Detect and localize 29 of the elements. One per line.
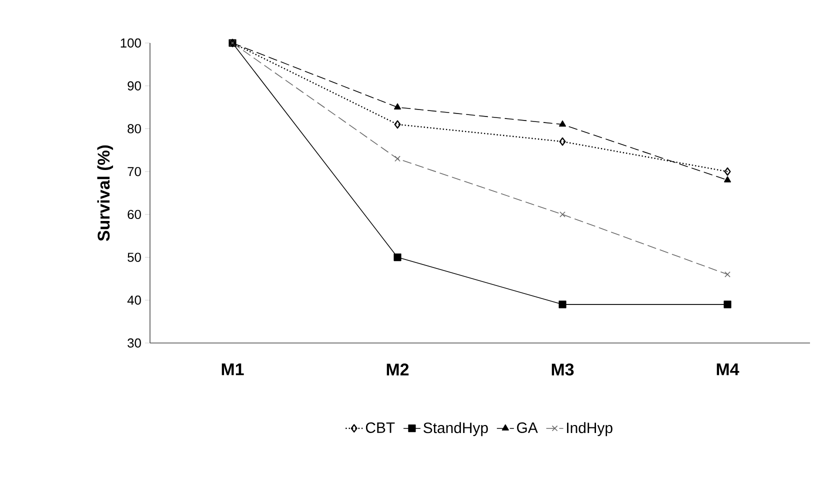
y-tick-label: 60 — [128, 210, 141, 220]
y-tick-label: 70 — [128, 166, 141, 176]
y-tick-label: 40 — [127, 296, 141, 305]
x-tick-label: M2 — [386, 364, 409, 376]
point — [394, 254, 402, 262]
y-tick-label: 100 — [120, 38, 141, 48]
y-tick-label: 90 — [128, 81, 141, 90]
point — [558, 300, 566, 308]
point — [724, 167, 731, 176]
point — [559, 120, 566, 127]
point — [724, 176, 732, 182]
point — [724, 300, 732, 308]
x-tick-label: M4 — [716, 364, 740, 376]
legend-label: StandHyp — [424, 422, 488, 436]
x-tick-label: M1 — [222, 364, 244, 376]
x-tick-label: M3 — [552, 364, 574, 376]
point — [394, 103, 402, 110]
point — [560, 211, 566, 218]
y-tick-label: 30 — [128, 338, 141, 348]
y-axis-title: Survival (%) — [97, 145, 114, 241]
legend-label: GA — [517, 422, 538, 433]
legend-label: CBT — [366, 422, 395, 433]
point — [394, 156, 400, 162]
legend-label: IndHyp — [567, 422, 612, 436]
point — [394, 120, 401, 129]
point — [559, 137, 566, 146]
y-tick-label: 50 — [128, 252, 141, 262]
point — [724, 271, 730, 278]
y-tick-label: 80 — [128, 124, 141, 134]
